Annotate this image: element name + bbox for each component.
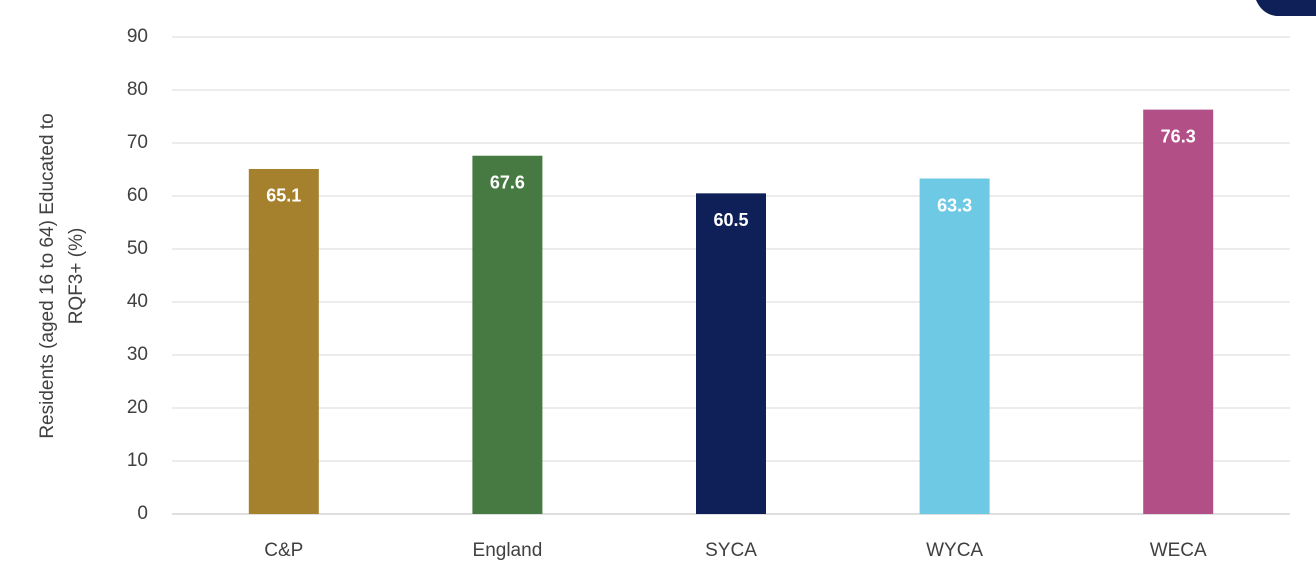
value-label: 67.6 (490, 172, 525, 192)
bar (472, 155, 543, 514)
x-tick-label: WECA (1150, 540, 1207, 561)
bar (696, 193, 766, 514)
value-label: 63.3 (937, 195, 972, 215)
x-tick-label: SYCA (705, 540, 757, 561)
y-tick-label: 70 (127, 132, 148, 153)
y-axis-label: RQF3+ (%) (66, 228, 87, 325)
y-tick-label: 50 (127, 238, 148, 259)
value-label: 60.5 (713, 210, 748, 230)
x-tick-label: C&P (264, 540, 303, 561)
y-tick-label: 0 (137, 503, 148, 524)
y-tick-label: 40 (127, 291, 148, 312)
y-axis-label: Residents (aged 16 to 64) Educated to (37, 113, 58, 438)
value-label: 76.3 (1161, 126, 1196, 146)
bar (248, 168, 319, 514)
y-tick-label: 10 (127, 450, 148, 471)
y-tick-label: 80 (127, 79, 148, 100)
y-tick-label: 20 (127, 397, 148, 418)
bar (1143, 109, 1214, 515)
y-tick-label: 60 (127, 185, 148, 206)
bar (919, 178, 990, 514)
value-label: 65.1 (266, 186, 301, 206)
y-tick-label: 30 (127, 344, 148, 365)
y-tick-label: 90 (127, 26, 148, 47)
corner-decoration (1256, 0, 1316, 16)
x-tick-label: WYCA (926, 540, 983, 561)
x-tick-label: England (473, 540, 543, 561)
